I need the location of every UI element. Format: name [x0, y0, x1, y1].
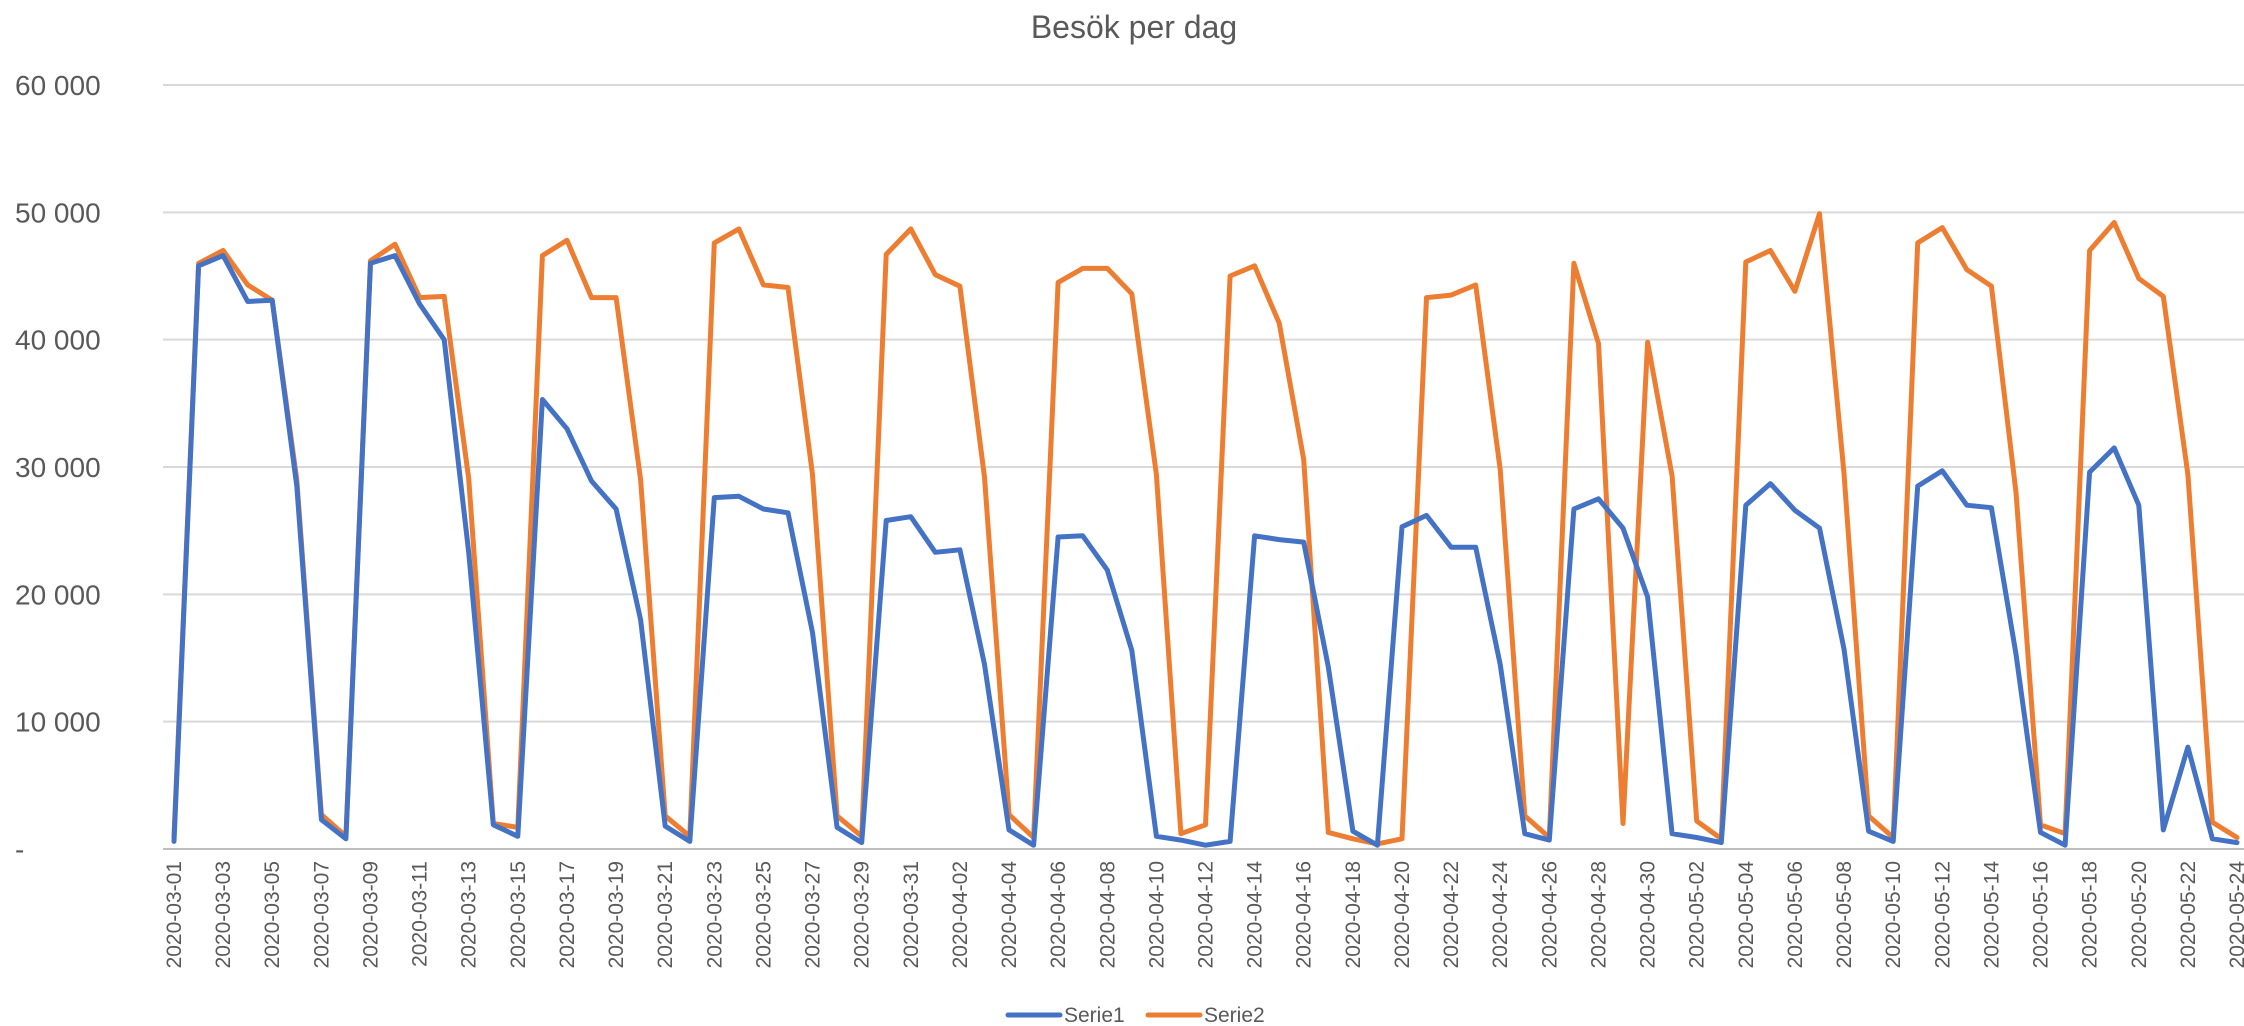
x-tick-label: 2020-05-08	[1833, 861, 1856, 968]
y-tick-label: 50 000	[15, 197, 101, 228]
x-tick-label: 2020-03-07	[310, 861, 333, 968]
x-tick-label: 2020-03-19	[605, 861, 628, 968]
y-tick-label: 60 000	[15, 70, 101, 101]
series-line-serie2	[171, 211, 2240, 847]
x-tick-label: 2020-04-18	[1342, 861, 1365, 968]
x-tick-label: 2020-05-12	[1931, 861, 1954, 968]
x-tick-label: 2020-04-24	[1489, 861, 1512, 969]
x-tick-label: 2020-05-04	[1735, 861, 1758, 969]
x-tick-label: 2020-04-14	[1244, 861, 1267, 969]
x-tick-label: 2020-03-09	[359, 861, 382, 968]
x-tick-label: 2020-04-06	[1047, 861, 1070, 968]
x-tick-label: 2020-03-15	[507, 861, 530, 968]
chart-title: Besök per dag	[1031, 9, 1237, 45]
x-tick-label: 2020-04-22	[1440, 861, 1463, 968]
legend-label-serie1: Serie1	[1064, 1004, 1125, 1026]
x-tick-label: 2020-03-23	[703, 861, 726, 968]
x-tick-label: 2020-05-22	[2177, 861, 2200, 968]
x-tick-label: 2020-03-21	[654, 861, 677, 968]
y-tick-label: 30 000	[15, 452, 101, 483]
x-tick-label: 2020-03-01	[163, 861, 186, 968]
x-tick-label: 2020-03-05	[261, 861, 284, 968]
series-lines	[171, 211, 2240, 848]
y-tick-label: 20 000	[15, 579, 101, 610]
x-tick-label: 2020-04-28	[1587, 861, 1610, 968]
legend: Serie1 Serie2	[1005, 1004, 1265, 1026]
x-tick-label: 2020-05-10	[1882, 861, 1905, 968]
x-tick-label: 2020-03-29	[851, 861, 874, 968]
x-tick-label: 2020-03-03	[212, 861, 235, 968]
y-tick-label: -	[15, 834, 24, 865]
x-tick-label: 2020-03-25	[752, 861, 775, 968]
x-tick-label: 2020-04-08	[1096, 861, 1119, 968]
x-tick-label: 2020-03-11	[409, 861, 432, 967]
x-tick-label: 2020-05-18	[2079, 861, 2102, 968]
y-tick-label: 10 000	[15, 707, 101, 738]
x-tick-label: 2020-04-12	[1195, 861, 1218, 968]
x-tick-label: 2020-04-30	[1637, 861, 1660, 968]
x-tick-label: 2020-03-27	[802, 861, 825, 968]
x-tick-label: 2020-04-02	[949, 861, 972, 968]
x-axis-tick-labels: 2020-03-01 2020-03-03 2020-03-05 2020-03-07…	[163, 861, 2244, 969]
x-tick-label: 2020-04-16	[1293, 861, 1316, 968]
x-tick-label: 2020-03-13	[458, 861, 481, 968]
x-tick-label: 2020-04-26	[1538, 861, 1561, 968]
x-tick-label: 2020-05-14	[1980, 861, 2003, 969]
x-tick-label: 2020-05-20	[2128, 861, 2151, 968]
x-tick-label: 2020-04-10	[1145, 861, 1168, 968]
x-tick-label: 2020-04-04	[998, 861, 1021, 969]
x-tick-label: 2020-03-17	[556, 861, 579, 968]
x-tick-label: 2020-05-06	[1784, 861, 1807, 968]
y-tick-label: 40 000	[15, 325, 101, 356]
x-tick-label: 2020-05-24	[2226, 861, 2244, 969]
series-line-serie1	[171, 253, 2240, 848]
legend-label-serie2: Serie2	[1204, 1004, 1265, 1026]
x-tick-label: 2020-05-16	[2030, 861, 2053, 968]
x-tick-label: 2020-04-20	[1391, 861, 1414, 968]
x-tick-label: 2020-05-02	[1686, 861, 1709, 968]
y-axis-tick-labels: - 10 000 20 000 30 000 40 000 50 000 60 000	[15, 70, 101, 865]
x-tick-label: 2020-03-31	[900, 861, 923, 968]
gridlines	[163, 84, 2244, 850]
